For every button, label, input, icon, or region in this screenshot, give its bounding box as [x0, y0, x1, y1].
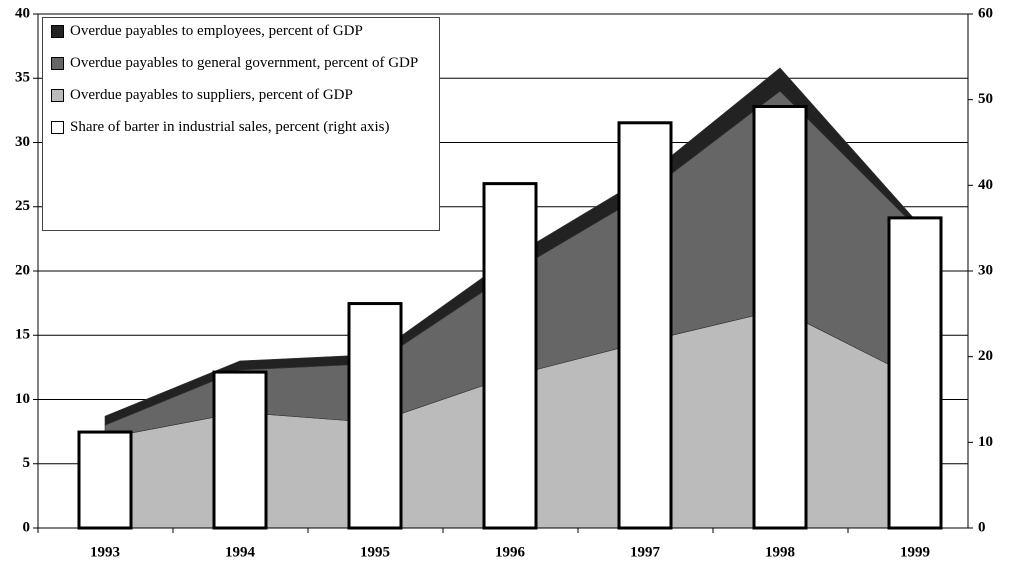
x-tick-label: 1996 [495, 544, 526, 560]
y-tick-label: 25 [15, 198, 30, 214]
bar [617, 121, 673, 530]
legend-swatch [51, 25, 64, 38]
y-tick-label: 30 [15, 134, 30, 150]
x-tick-label: 1998 [765, 544, 795, 560]
y-tick-label: 10 [15, 391, 30, 407]
bar [347, 302, 403, 530]
legend-entry: Share of barter in industrial sales, per… [51, 118, 431, 136]
legend-label: Overdue payables to suppliers, percent o… [70, 87, 353, 103]
legend: Overdue payables to employees, percent o… [42, 17, 440, 231]
bar [887, 216, 943, 530]
legend-swatch [51, 57, 64, 70]
bar [212, 370, 268, 530]
y-tick-label: 5 [23, 455, 31, 471]
y-tick-label: 0 [23, 519, 31, 535]
bar [752, 105, 808, 530]
bar [77, 430, 133, 530]
legend-swatch [51, 121, 64, 134]
x-tick-label: 1997 [630, 544, 661, 560]
y2-tick-label: 30 [978, 262, 993, 278]
y-tick-label: 20 [15, 262, 30, 278]
x-tick-label: 1999 [900, 544, 930, 560]
y-tick-label: 15 [15, 327, 30, 343]
bar [482, 182, 538, 530]
legend-label: Overdue payables to general government, … [70, 55, 419, 71]
y2-tick-label: 50 [978, 91, 993, 107]
legend-swatch [51, 89, 64, 102]
x-tick-label: 1995 [360, 544, 390, 560]
y2-tick-label: 60 [978, 5, 993, 21]
y2-tick-label: 10 [978, 434, 993, 450]
y-tick-label: 40 [15, 5, 30, 21]
y2-tick-label: 40 [978, 177, 993, 193]
legend-entry: Overdue payables to employees, percent o… [51, 22, 431, 40]
y2-tick-label: 20 [978, 348, 993, 364]
legend-label: Share of barter in industrial sales, per… [70, 119, 390, 135]
x-tick-label: 1994 [225, 544, 256, 560]
x-tick-label: 1993 [90, 544, 120, 560]
legend-entry: Overdue payables to suppliers, percent o… [51, 86, 431, 104]
legend-label: Overdue payables to employees, percent o… [70, 23, 363, 39]
y-tick-label: 35 [15, 70, 30, 86]
legend-entry: Overdue payables to general government, … [51, 54, 431, 72]
y2-tick-label: 0 [978, 519, 986, 535]
axes: 0 5 10 15 20 25 30 35 40 0 10 20 30 40 50 60 1993 1994 199… [15, 5, 993, 560]
